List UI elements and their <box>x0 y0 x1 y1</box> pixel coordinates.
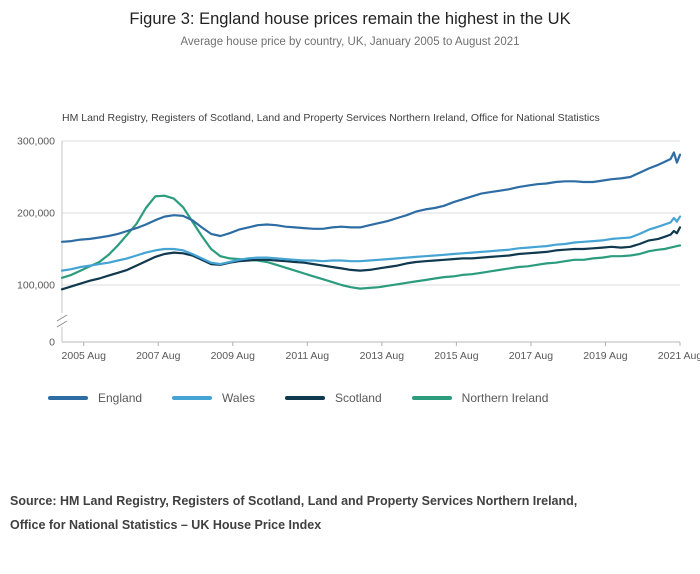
x-tick-label: 2017 Aug <box>509 350 554 362</box>
axis-labels: 0 100,000 200,000 300,000 2005 Aug 2007 Aug 20… <box>17 136 700 363</box>
legend-label: England <box>98 391 143 405</box>
series-lines <box>60 151 682 291</box>
chart-legend: England Wales Scotland Northern Ireland <box>48 391 700 405</box>
legend-item-wales: Wales <box>172 391 255 405</box>
chart-area: HM Land Registry, Registers of Scotland,… <box>0 112 700 405</box>
gridlines <box>62 140 680 343</box>
x-tick-label: 2009 Aug <box>211 350 256 362</box>
source-text: Source: HM Land Registry, Registers of S… <box>10 489 700 537</box>
legend-swatch-icon <box>172 396 213 400</box>
x-tick-label: 2021 Aug <box>658 350 700 362</box>
legend-label: Northern Ireland <box>461 391 549 405</box>
legend-label: Wales <box>222 391 255 405</box>
series-line-england <box>60 151 682 243</box>
series-line-scotland <box>60 226 682 291</box>
axis-break-slash <box>56 314 68 322</box>
chart-title: Figure 3: England house prices remain th… <box>129 10 571 28</box>
legend-label: Scotland <box>334 391 382 405</box>
legend-item-northern-ireland: Northern Ireland <box>411 391 549 405</box>
y-tick-label: 200,000 <box>17 208 55 220</box>
legend-swatch-icon <box>284 396 325 400</box>
x-tick-label: 2015 Aug <box>434 350 479 362</box>
x-tick-label: 2019 Aug <box>583 350 628 362</box>
units-note: HM Land Registry, Registers of Scotland,… <box>62 112 600 124</box>
series-line-northern-ireland <box>60 194 682 290</box>
x-tick-label: 2007 Aug <box>136 350 181 362</box>
y-tick-label: 100,000 <box>17 280 55 292</box>
legend-item-scotland: Scotland <box>284 391 382 405</box>
line-chart-canvas: 0 100,000 200,000 300,000 2005 Aug 2007 Aug 20… <box>17 136 700 363</box>
chart-subtitle: Average house price by country, UK, Janu… <box>180 36 520 48</box>
source-line-1: Source: HM Land Registry, Registers of S… <box>10 494 578 508</box>
x-tick-label: 2011 Aug <box>286 350 330 362</box>
series-line-wales <box>60 215 682 272</box>
x-tick-label: 2005 Aug <box>62 350 107 362</box>
y-tick-label: 0 <box>49 337 55 349</box>
x-tick-label: 2013 Aug <box>360 350 405 362</box>
legend-item-england: England <box>48 391 142 405</box>
legend-swatch-icon <box>411 396 452 400</box>
legend-swatch-icon <box>48 396 88 400</box>
y-tick-label: 300,000 <box>17 136 55 148</box>
axis-break-slash <box>56 320 68 328</box>
source-line-2: Office for National Statistics – UK Hous… <box>10 518 322 532</box>
axes <box>56 141 681 346</box>
